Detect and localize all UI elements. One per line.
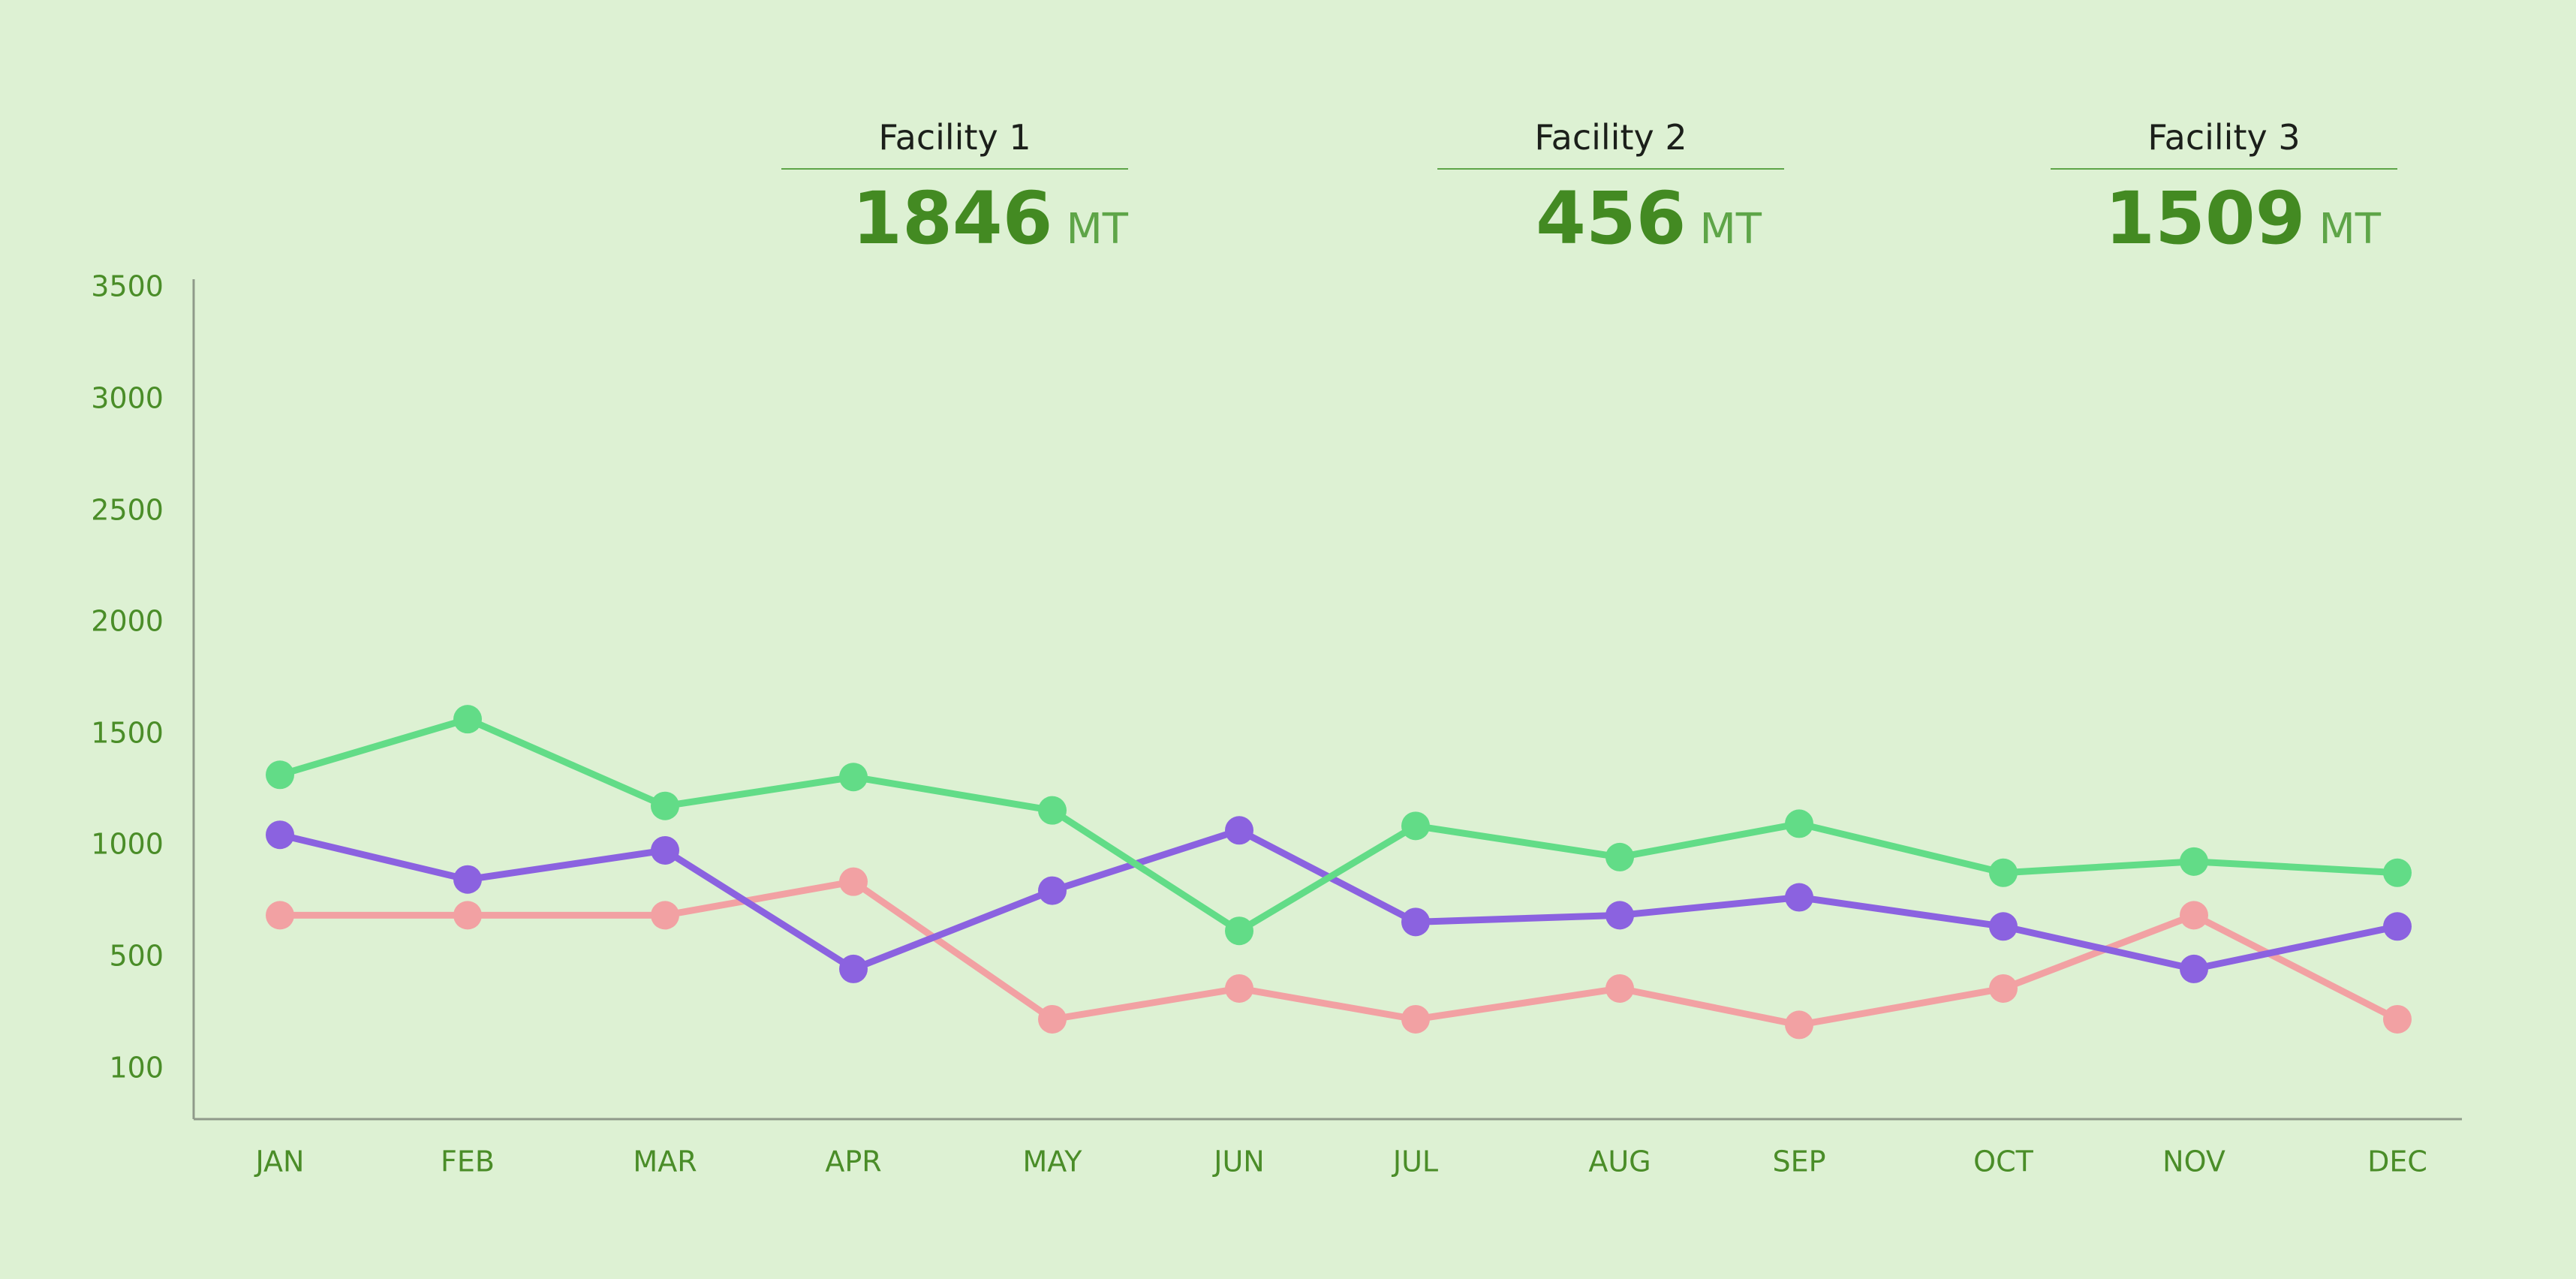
axes xyxy=(192,279,2462,1121)
facility-2-summary: Facility 2 456 MT xyxy=(1437,113,1784,281)
facility-2-unit: MT xyxy=(1699,205,1762,254)
series-3-point xyxy=(2383,1004,2412,1034)
series-3-line xyxy=(276,878,2401,1028)
series-2-point xyxy=(266,820,294,850)
series-lines xyxy=(276,715,2401,1028)
series-2-point xyxy=(839,954,868,983)
x-tick-label: DEC xyxy=(2367,1145,2427,1178)
series-3-point xyxy=(453,901,482,930)
series-1-point xyxy=(1401,811,1430,841)
series-2-point xyxy=(1038,876,1067,905)
series-1-point xyxy=(2180,847,2208,876)
series-1-point xyxy=(651,791,679,820)
series-3-point xyxy=(266,901,294,930)
series-2-point xyxy=(1401,907,1430,937)
y-tick-label: 3500 xyxy=(91,270,164,303)
y-tick-label: 2000 xyxy=(91,605,164,638)
y-tick-label: 3000 xyxy=(91,382,164,415)
series-3-point xyxy=(651,901,679,930)
facility-2-total: 456 MT xyxy=(1437,177,1784,281)
y-tick-label: 2500 xyxy=(91,494,164,527)
series-3-point xyxy=(1401,1004,1430,1034)
series-3-point xyxy=(1785,1010,1813,1040)
series-1-point xyxy=(1989,858,2018,887)
series-1-line xyxy=(276,715,2401,934)
facility-3-unit: MT xyxy=(2319,205,2381,254)
facility-3-divider xyxy=(2051,168,2397,170)
series-3-point xyxy=(839,867,868,896)
y-tick-label: 500 xyxy=(109,940,164,973)
x-tick-label: JUN xyxy=(1212,1145,1264,1178)
series-2-point xyxy=(1989,912,2018,941)
series-1-point xyxy=(453,705,482,734)
facility-2-label: Facility 2 xyxy=(1534,117,1687,158)
series-2-point xyxy=(1225,816,1253,845)
facility-1-summary: Facility 1 1846 MT xyxy=(781,113,1128,281)
series-1-point xyxy=(2383,858,2412,887)
x-tick-label: JAN xyxy=(254,1145,305,1178)
series-2-point xyxy=(2383,912,2412,941)
facility-1-unit: MT xyxy=(1066,205,1128,254)
series-3-point xyxy=(2180,901,2208,930)
series-3-point xyxy=(1038,1004,1067,1034)
facility-2-divider xyxy=(1437,168,1784,170)
series-1-point xyxy=(839,763,868,792)
y-axis-ticks: 100 500 1000 1500 2000 2500 3000 3500 xyxy=(91,270,164,1085)
series-2-point xyxy=(2180,954,2208,983)
series-1-point xyxy=(1225,916,1253,946)
series-1-point xyxy=(1038,796,1067,825)
facility-1-total: 1846 MT xyxy=(781,177,1128,281)
series-3-point xyxy=(1989,974,2018,1003)
facility-1-divider xyxy=(781,168,1128,170)
x-axis-ticks: JAN FEB MAR APR MAY JUN JUL AUG SEP OCT NOV DEC xyxy=(254,1145,2427,1178)
facility-1-label: Facility 1 xyxy=(878,117,1031,158)
x-tick-label: NOV xyxy=(2162,1145,2225,1178)
facility-1-value: 1846 xyxy=(852,176,1053,260)
series-1-point xyxy=(1605,842,1634,871)
y-tick-label: 100 xyxy=(109,1052,164,1085)
series-2-point xyxy=(1785,883,1813,912)
x-tick-label: MAY xyxy=(1022,1145,1082,1178)
series-1-point xyxy=(1785,809,1813,838)
x-tick-label: JUL xyxy=(1392,1145,1438,1178)
series-3-point xyxy=(1225,974,1253,1003)
x-tick-label: FEB xyxy=(441,1145,495,1178)
x-tick-label: APR xyxy=(825,1145,881,1178)
y-tick-label: 1500 xyxy=(91,717,164,750)
series-points xyxy=(266,705,2412,1040)
x-tick-label: MAR xyxy=(633,1145,697,1178)
series-2-line xyxy=(276,826,2401,973)
facility-3-label: Facility 3 xyxy=(2147,117,2301,158)
facility-2-value: 456 xyxy=(1536,176,1687,260)
facility-3-summary: Facility 3 1509 MT xyxy=(2051,113,2397,281)
facility-3-total: 1509 MT xyxy=(2051,177,2397,281)
x-tick-label: AUG xyxy=(1588,1145,1651,1178)
series-2-point xyxy=(453,865,482,894)
series-2-point xyxy=(1605,901,1634,930)
y-tick-label: 1000 xyxy=(91,828,164,861)
series-3-point xyxy=(1605,974,1634,1003)
series-2-point xyxy=(651,835,679,865)
x-tick-label: SEP xyxy=(1772,1145,1825,1178)
x-tick-label: OCT xyxy=(1973,1145,2033,1178)
series-1-point xyxy=(266,760,294,790)
facility-3-value: 1509 xyxy=(2105,176,2306,260)
